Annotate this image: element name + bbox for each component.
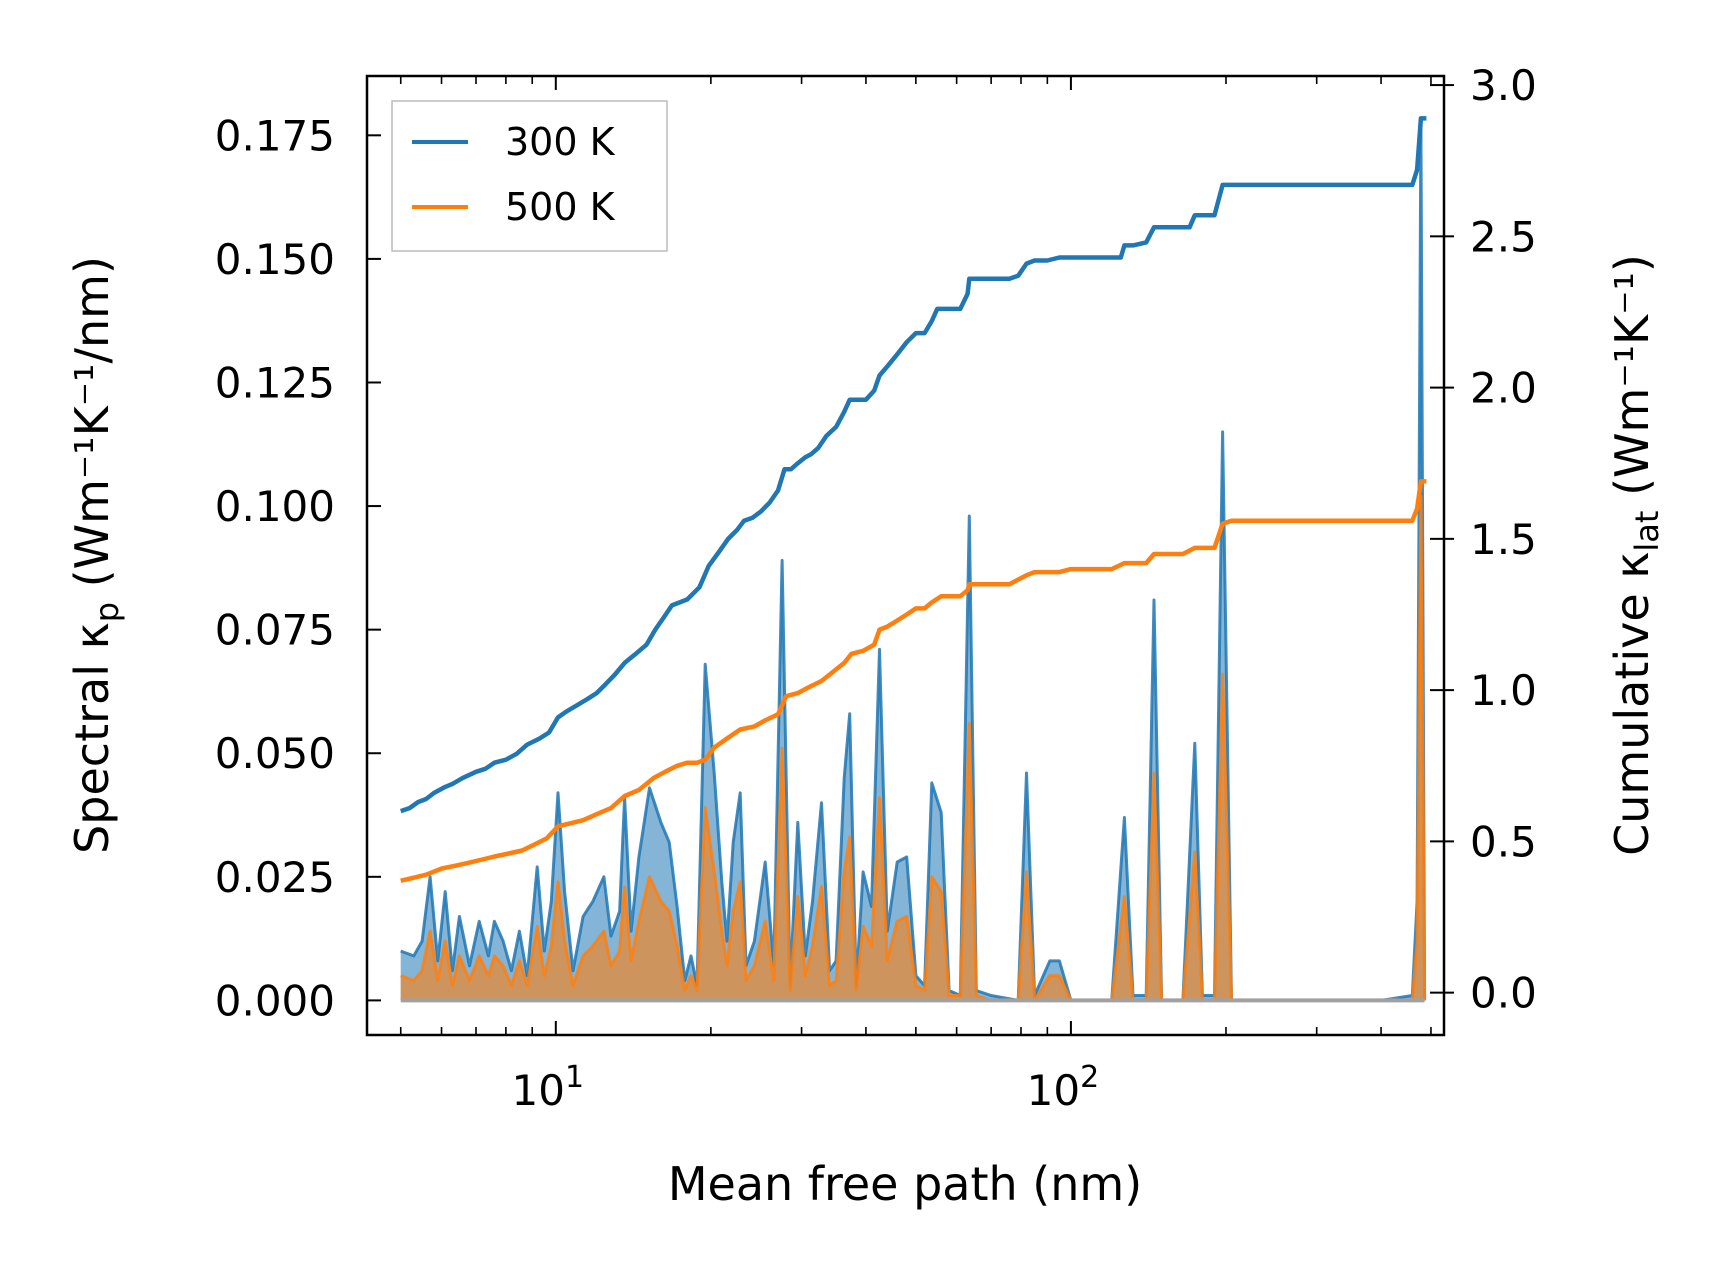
spectral-500k-line	[400, 494, 1427, 1002]
y-axis-left-title: Spectral κp (Wm⁻¹K⁻¹/nm)	[65, 256, 126, 854]
y-left-tick-label: 0.125	[215, 358, 335, 407]
y-axis-right-title: Cumulative κlat (Wm⁻¹K⁻¹)	[1605, 254, 1666, 856]
y-right-title-sub: lat	[1628, 511, 1666, 552]
y-left-tick-label: 0.025	[215, 853, 335, 902]
y-left-title-prefix: Spectral κ	[65, 622, 119, 854]
x-tick-label-base: 10	[512, 1066, 565, 1115]
cumulative-500k-line	[400, 479, 1427, 883]
y-right-title-prefix: Cumulative κ	[1605, 552, 1659, 856]
y-left-tick-label: 0.150	[215, 235, 335, 284]
legend-label-500k: 500 K	[505, 185, 616, 229]
y-axis-left: 0.000 0.025 0.050 0.075 0.100 0.125 0.150 0.175	[215, 111, 381, 1025]
x-tick-label: 101	[512, 1060, 585, 1115]
x-tick-label-exponent: 2	[1080, 1060, 1099, 1095]
y-left-title-sub: p	[88, 602, 126, 622]
legend-box	[391, 100, 668, 252]
y-left-tick-label: 0.000	[215, 976, 335, 1025]
x-tick-label: 102	[1027, 1060, 1100, 1115]
plot-frame	[365, 74, 1446, 1037]
y-left-tick-label: 0.100	[215, 482, 335, 531]
y-right-tick-label: 0.0	[1470, 969, 1537, 1018]
legend: 300 K 500 K	[391, 100, 668, 252]
y-right-tick-label: 3.0	[1470, 61, 1537, 110]
y-right-tick-label: 0.5	[1470, 817, 1537, 866]
cumulative-300k-line	[399, 116, 1427, 814]
y-right-tick-label: 1.0	[1470, 666, 1537, 715]
y-left-title-suffix: (Wm⁻¹K⁻¹/nm)	[65, 256, 119, 602]
x-axis-title: Mean free path (nm)	[668, 1157, 1142, 1211]
y-right-tick-label: 2.0	[1470, 364, 1537, 413]
y-left-tick-label: 0.050	[215, 729, 335, 778]
legend-label-300k: 300 K	[505, 120, 616, 164]
x-tick-label-exponent: 1	[565, 1060, 584, 1095]
x-tick-label-base: 10	[1027, 1066, 1080, 1115]
y-right-tick-label: 2.5	[1470, 212, 1537, 261]
y-right-title-suffix: (Wm⁻¹K⁻¹)	[1605, 254, 1659, 510]
y-left-tick-label: 0.075	[215, 606, 335, 655]
y-right-tick-label: 1.5	[1470, 515, 1537, 564]
y-axis-right: 0.0 0.5 1.0 1.5 2.0 2.5 3.0	[1430, 61, 1537, 1018]
x-axis: 101 102	[399, 76, 1432, 1115]
y-left-tick-label: 0.175	[215, 111, 335, 160]
